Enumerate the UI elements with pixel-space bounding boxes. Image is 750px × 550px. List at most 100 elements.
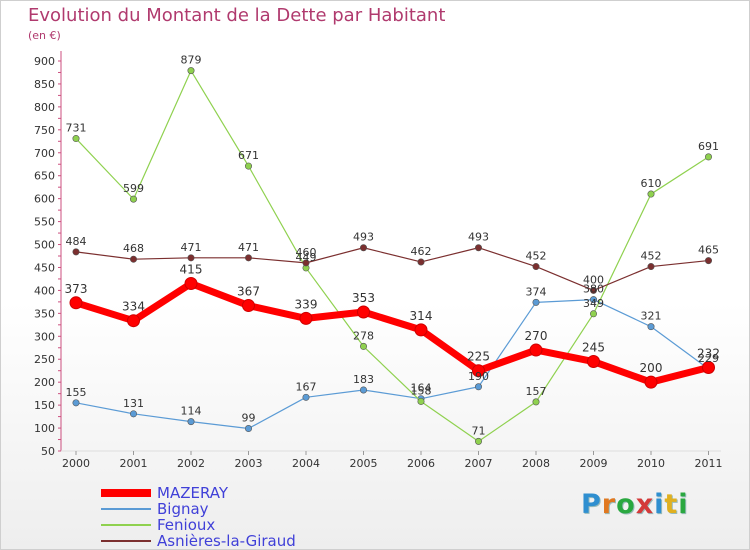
data-point-mazeray [357, 305, 370, 319]
data-point-fenioux [72, 135, 80, 143]
data-point-asni-res-la-giraud [187, 254, 195, 262]
data-label-asni-res-la-giraud: 452 [526, 250, 547, 263]
data-label-bignay: 131 [123, 397, 144, 410]
data-label-fenioux: 278 [353, 329, 374, 342]
chart-legend: MAZERAY Bignay Fenioux Asnières-la-Giraud [101, 485, 341, 549]
data-label-fenioux: 671 [238, 149, 259, 162]
data-label-bignay: 380 [583, 283, 604, 296]
series-line-fenioux [75, 70, 709, 442]
brand-logo: Proxiti [581, 489, 689, 520]
x-tick-label: 2007 [465, 457, 493, 470]
data-label-fenioux: 691 [698, 140, 719, 153]
legend-label-asni-res-la-giraud: Asnières-la-Giraud [157, 532, 296, 550]
data-point-bignay [474, 383, 482, 391]
y-tick-label: 650 [34, 170, 55, 183]
data-point-fenioux [417, 397, 425, 405]
y-tick-label: 200 [34, 376, 55, 389]
data-label-bignay: 229 [698, 352, 719, 365]
data-point-bignay [359, 386, 367, 394]
y-tick-label: 750 [34, 124, 55, 137]
data-point-fenioux [704, 153, 712, 161]
y-tick-label: 350 [34, 307, 55, 320]
data-point-bignay [187, 418, 195, 426]
data-label-mazeray: 339 [295, 297, 318, 311]
data-point-bignay [647, 323, 655, 331]
data-label-mazeray: 367 [237, 285, 260, 299]
y-tick-label: 500 [34, 239, 55, 252]
data-label-mazeray: 334 [122, 300, 145, 314]
data-label-fenioux: 349 [583, 297, 604, 310]
data-label-mazeray: 353 [352, 291, 375, 305]
data-point-mazeray [529, 343, 543, 357]
data-point-fenioux [359, 342, 367, 350]
x-tick-label: 2008 [522, 457, 550, 470]
data-label-bignay: 321 [641, 310, 662, 323]
legend-item-fenioux: Fenioux [101, 517, 341, 533]
y-tick-label: 400 [34, 284, 55, 297]
data-label-bignay: 167 [296, 380, 317, 393]
y-tick-label: 550 [34, 216, 55, 229]
legend-label-bignay: Bignay [157, 500, 209, 518]
data-label-fenioux: 71 [472, 424, 486, 437]
data-label-asni-res-la-giraud: 460 [296, 246, 317, 259]
data-point-bignay [302, 393, 310, 401]
data-label-bignay: 155 [66, 386, 87, 399]
data-point-asni-res-la-giraud [589, 286, 597, 294]
data-point-bignay [532, 298, 540, 306]
x-tick-label: 2011 [695, 457, 723, 470]
data-label-asni-res-la-giraud: 471 [238, 241, 259, 254]
y-tick-label: 300 [34, 330, 55, 343]
data-point-asni-res-la-giraud [359, 244, 367, 252]
data-label-fenioux: 449 [296, 251, 317, 264]
data-point-mazeray [69, 296, 83, 310]
y-tick-label: 50 [41, 445, 55, 458]
data-label-bignay: 374 [526, 285, 547, 298]
chart-axes: 50 100 150 200 250 300 350 400 450 500 550 600 650 70… [34, 51, 723, 470]
data-point-fenioux [245, 162, 253, 170]
data-point-fenioux [647, 190, 655, 198]
legend-swatch-bignay [101, 508, 151, 510]
y-tick-label: 450 [34, 261, 55, 274]
data-label-bignay: 190 [468, 370, 489, 383]
data-label-asni-res-la-giraud: 400 [583, 273, 604, 286]
data-label-fenioux: 731 [66, 122, 87, 135]
data-point-fenioux [532, 398, 540, 406]
data-label-mazeray: 270 [525, 329, 548, 343]
legend-item-mazeray: MAZERAY [101, 485, 341, 501]
y-tick-label: 850 [34, 78, 55, 91]
series-line-asni-res-la-giraud [75, 247, 709, 292]
series-line-bignay [75, 298, 709, 430]
x-tick-label: 2000 [62, 457, 90, 470]
y-tick-label: 900 [34, 55, 55, 68]
legend-swatch-fenioux [101, 524, 151, 526]
data-point-asni-res-la-giraud [647, 263, 655, 271]
data-point-asni-res-la-giraud [417, 258, 425, 266]
data-point-bignay [589, 296, 597, 304]
y-tick-label: 250 [34, 353, 55, 366]
data-point-mazeray [242, 299, 255, 313]
y-tick-label: 100 [34, 422, 55, 435]
data-label-asni-res-la-giraud: 484 [66, 235, 87, 248]
chart-unit-label: (en €) [28, 29, 61, 42]
data-point-asni-res-la-giraud [245, 254, 253, 262]
data-point-mazeray [587, 355, 600, 369]
data-label-bignay: 164 [411, 382, 432, 395]
series-line-mazeray [74, 280, 710, 386]
data-label-fenioux: 157 [526, 385, 547, 398]
data-label-mazeray: 314 [410, 309, 433, 323]
data-point-mazeray [299, 311, 313, 325]
data-point-fenioux [474, 437, 482, 445]
data-label-mazeray: 225 [467, 350, 490, 364]
legend-item-bignay: Bignay [101, 501, 341, 517]
legend-swatch-asni-res-la-giraud [101, 540, 151, 542]
data-label-asni-res-la-giraud: 465 [698, 244, 719, 257]
data-label-bignay: 99 [242, 412, 256, 425]
data-label-asni-res-la-giraud: 471 [181, 241, 202, 254]
data-label-fenioux: 879 [181, 54, 202, 67]
data-label-asni-res-la-giraud: 493 [353, 231, 374, 244]
data-point-asni-res-la-giraud [130, 255, 138, 263]
data-point-asni-res-la-giraud [532, 263, 540, 271]
data-point-mazeray [184, 277, 198, 291]
y-tick-label: 700 [34, 147, 55, 160]
x-tick-label: 2004 [292, 457, 320, 470]
